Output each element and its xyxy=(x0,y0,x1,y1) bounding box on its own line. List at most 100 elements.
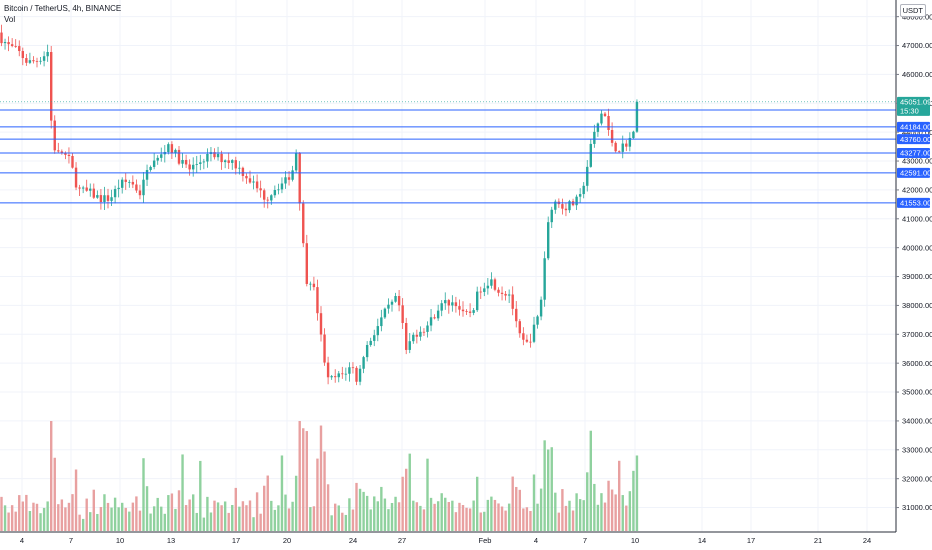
volume-bar xyxy=(67,502,71,531)
candle-body xyxy=(610,129,614,143)
chart-legend: Bitcoin / TetherUS, 4h, BINANCE Vol xyxy=(4,3,121,25)
volume-bar xyxy=(188,499,191,531)
volume-bar xyxy=(465,507,468,531)
volume-bar xyxy=(593,483,596,531)
candle-body xyxy=(138,190,142,196)
candle-body xyxy=(461,309,465,312)
candle-body xyxy=(326,362,330,378)
candle-body xyxy=(35,61,39,63)
candle-body xyxy=(444,300,447,304)
currency-label[interactable]: USDT xyxy=(899,4,926,17)
candle-body xyxy=(184,159,188,165)
volume-bar xyxy=(607,480,610,531)
volume-bar xyxy=(433,503,436,531)
volume-bar xyxy=(564,505,568,531)
level-price-label: 43277.00 xyxy=(900,149,931,158)
volume-bar xyxy=(152,506,156,531)
volume-bar xyxy=(504,510,507,531)
volume-bar xyxy=(266,475,269,531)
candle-body xyxy=(263,190,266,200)
candle-body xyxy=(600,113,603,124)
candle-body xyxy=(96,195,99,198)
volume-bar xyxy=(277,505,280,531)
volume-bar xyxy=(291,501,294,531)
volume-bar xyxy=(163,513,166,531)
volume-bar xyxy=(28,511,32,531)
price-tick-label: 32000.00 xyxy=(902,474,932,483)
time-tick-label: Feb xyxy=(479,536,492,545)
candle-body xyxy=(369,340,372,346)
candle-body xyxy=(192,164,195,170)
candle-body xyxy=(78,187,81,189)
candle-body xyxy=(429,317,433,326)
price-tick-label: 31000.00 xyxy=(902,503,932,512)
candle-body xyxy=(202,161,206,163)
volume-bar xyxy=(263,485,266,531)
candle-body xyxy=(241,167,245,176)
symbol-title[interactable]: Bitcoin / TetherUS, 4h, BINANCE xyxy=(4,4,122,13)
volume-bar xyxy=(568,500,571,531)
candle-body xyxy=(344,373,348,375)
volume-bar xyxy=(199,460,202,531)
candle-body xyxy=(312,283,316,288)
volume-bar xyxy=(618,460,621,531)
volume-bar xyxy=(209,512,213,531)
price-tick-label: 40000.00 xyxy=(902,243,932,252)
volume-bar xyxy=(380,486,383,531)
candle-body xyxy=(415,334,419,337)
last-price-tag xyxy=(897,96,930,116)
candle-body xyxy=(373,335,376,341)
volume-bar xyxy=(309,507,312,531)
volume-bar xyxy=(316,458,319,531)
volume-bar xyxy=(18,495,21,531)
candle-body xyxy=(564,208,568,211)
candle-body xyxy=(323,334,326,363)
candle-body xyxy=(586,166,589,186)
chart-grid xyxy=(0,0,896,532)
candle-body xyxy=(341,373,344,375)
candle-body xyxy=(252,181,255,183)
volume-bar xyxy=(252,517,255,531)
candle-body xyxy=(21,51,24,59)
candle-body xyxy=(156,157,159,161)
candle-body xyxy=(316,287,319,314)
volume-bar xyxy=(536,503,539,531)
time-tick-label: 10 xyxy=(631,536,639,545)
candle-body xyxy=(259,188,262,191)
volume-label[interactable]: Vol xyxy=(4,15,16,24)
time-axis[interactable]: 4 7 10 13 17 20 24 27 Feb 4 7 10 14 17 21 24 xyxy=(20,536,871,545)
price-tick-label: 44000.00 xyxy=(902,128,932,137)
candle-body xyxy=(547,222,550,259)
volume-bar xyxy=(3,505,7,531)
volume-bar xyxy=(89,512,92,531)
bar-countdown-label: 15:30 xyxy=(900,106,919,115)
volume-bar xyxy=(71,494,74,531)
horizontal-levels[interactable] xyxy=(0,101,896,204)
candle-body xyxy=(216,153,220,158)
volume-bar xyxy=(461,505,465,531)
price-axis[interactable]: 31000.00 32000.00 33000.00 34000.00 35000.00… xyxy=(896,12,932,512)
candle-body xyxy=(46,52,49,57)
volume-bar xyxy=(121,502,124,531)
volume-bar xyxy=(518,489,521,531)
volume-bar xyxy=(35,503,39,531)
volume-bar xyxy=(302,428,305,531)
volume-bar xyxy=(231,505,234,531)
time-tick-label: 27 xyxy=(398,536,406,545)
time-tick-label: 24 xyxy=(349,536,357,545)
candle-body xyxy=(554,201,557,210)
volume-bar xyxy=(46,501,49,531)
candle-body xyxy=(273,189,277,196)
volume-bar xyxy=(227,512,230,531)
candle-body xyxy=(362,357,365,369)
candle-body xyxy=(294,152,298,171)
candle-body xyxy=(476,291,479,311)
volume-bar xyxy=(53,457,56,531)
volume-bar xyxy=(383,498,387,531)
candle-body xyxy=(454,302,458,307)
candle-body xyxy=(468,311,472,313)
volume-bar xyxy=(408,453,411,531)
candle-body xyxy=(365,345,369,358)
candle-body xyxy=(490,279,493,286)
